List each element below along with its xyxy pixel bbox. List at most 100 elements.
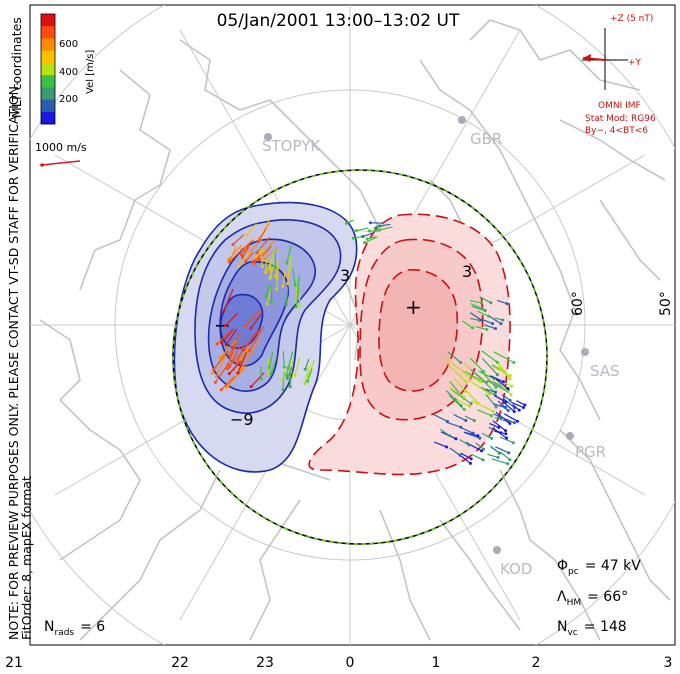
velocity-vector <box>269 261 275 279</box>
svg-text:Nrads= 6: Nrads = 6 <box>44 619 105 638</box>
velocity-vector-origin <box>285 376 289 380</box>
velocity-vector-origin <box>494 390 498 394</box>
velocity-vector <box>492 380 509 391</box>
velocity-vector <box>282 350 285 368</box>
velocity-vector-origin <box>478 380 482 384</box>
station-label-gbr: GBR <box>470 130 502 148</box>
velocity-vector <box>491 458 508 465</box>
velocity-vector-origin <box>255 251 259 255</box>
velocity-vector-origin <box>517 408 521 412</box>
velocity-vector <box>479 296 492 304</box>
velocity-vector-origin <box>227 257 231 261</box>
imf-condition: By−, 4<BT<6 <box>585 126 648 136</box>
velocity-vector <box>219 339 238 359</box>
velocity-vector <box>489 315 502 325</box>
velocity-vector-origin <box>464 419 468 423</box>
velocity-vector <box>379 226 393 231</box>
velocity-vector <box>516 400 526 406</box>
velocity-vector-origin <box>288 385 292 389</box>
velocity-vector-origin <box>270 300 274 304</box>
velocity-vector-origin <box>509 393 513 397</box>
velocity-vector <box>286 366 293 379</box>
velocity-vector <box>501 394 511 401</box>
velocity-vector-origin <box>227 372 231 376</box>
velocity-vector-origin <box>263 257 267 261</box>
nrads-symbol: N <box>44 619 54 635</box>
reference-vector: 1000 m/s <box>35 141 87 167</box>
velocity-vector <box>440 428 450 437</box>
velocity-vector-origin <box>264 270 268 274</box>
velocity-vector <box>264 246 279 260</box>
velocity-vector <box>295 287 300 307</box>
velocity-vector-origin <box>479 301 483 305</box>
velocity-vector <box>304 365 310 384</box>
hm-boundary <box>172 169 548 545</box>
velocity-vector <box>356 227 369 232</box>
velocity-vector-origin <box>247 349 251 353</box>
velocity-vector-origin <box>462 370 466 374</box>
velocity-vector-origin <box>511 441 515 445</box>
velocity-vector-origin <box>458 453 462 457</box>
velocity-vector-origin <box>293 373 297 377</box>
velocity-vector-origin <box>224 343 228 347</box>
phi-subscript: pc <box>568 567 579 577</box>
velocity-vector-origin <box>521 406 525 410</box>
velocity-vector-origin <box>254 255 258 259</box>
velocity-vector <box>216 331 230 345</box>
velocity-vector-origin <box>469 457 473 461</box>
velocity-vector <box>477 310 489 317</box>
velocity-vector <box>225 328 238 346</box>
velocity-vector-origin <box>506 408 510 412</box>
velocity-vector <box>450 388 472 405</box>
velocity-vector <box>268 256 274 270</box>
velocity-vector-origin <box>280 378 284 382</box>
velocity-vector-origin <box>267 267 271 271</box>
contour-label-negative: −9 <box>230 410 254 429</box>
velocity-vector-origin <box>306 379 310 383</box>
velocity-vector-origin <box>489 301 493 305</box>
nrads-subscript: rads <box>54 628 74 638</box>
nrads-value: = 6 <box>80 619 105 635</box>
velocity-vector-origin <box>467 443 471 447</box>
velocity-vector-origin <box>227 354 231 358</box>
velocity-vector <box>475 325 487 331</box>
velocity-vector-origin <box>459 360 463 364</box>
velocity-vector <box>228 244 243 260</box>
velocity-vector-origin <box>462 408 466 412</box>
station-label-kod: KOD <box>500 560 532 578</box>
velocity-vector-origin <box>344 221 348 225</box>
velocity-vector-origin <box>214 375 218 379</box>
velocity-vector-origin <box>506 387 510 391</box>
velocity-vector <box>492 420 506 432</box>
station-label-pgr: PGR <box>575 443 606 461</box>
velocity-vector-origin <box>454 437 458 441</box>
velocity-vector <box>493 427 507 439</box>
station-label-sas: SAS <box>590 362 620 380</box>
velocity-vector <box>256 236 271 254</box>
velocity-vector-origin <box>294 305 298 309</box>
velocity-vector-origin <box>265 302 269 306</box>
velocity-vector <box>445 390 462 407</box>
velocity-vector-origin <box>459 404 463 408</box>
colorbar-cell <box>41 14 55 27</box>
velocity-vector-origin <box>480 449 484 453</box>
velocity-vector <box>462 320 473 329</box>
velocity-vector-origin <box>225 385 229 389</box>
velocity-vector-origin <box>491 409 495 413</box>
velocity-vector <box>228 249 243 263</box>
mlt-tick-2: 2 <box>532 655 541 671</box>
colorbar-cell <box>41 99 55 113</box>
velocity-vector-origin <box>351 236 355 240</box>
velocity-vector-origin <box>375 225 379 229</box>
reference-vector-label: 1000 m/s <box>35 141 87 154</box>
velocity-vector <box>250 313 262 329</box>
svg-text:Φpc= 47 kV: Φpc = 47 kV <box>557 558 641 577</box>
velocity-vector <box>304 358 310 370</box>
velocity-vector-origin <box>496 455 500 459</box>
velocity-vector-origin <box>244 324 248 328</box>
velocity-vector <box>236 342 246 364</box>
velocity-vector-origin <box>445 419 449 423</box>
velocity-vector-origin <box>298 304 302 308</box>
velocity-vector-origin <box>508 398 512 402</box>
velocity-vector <box>460 452 472 460</box>
